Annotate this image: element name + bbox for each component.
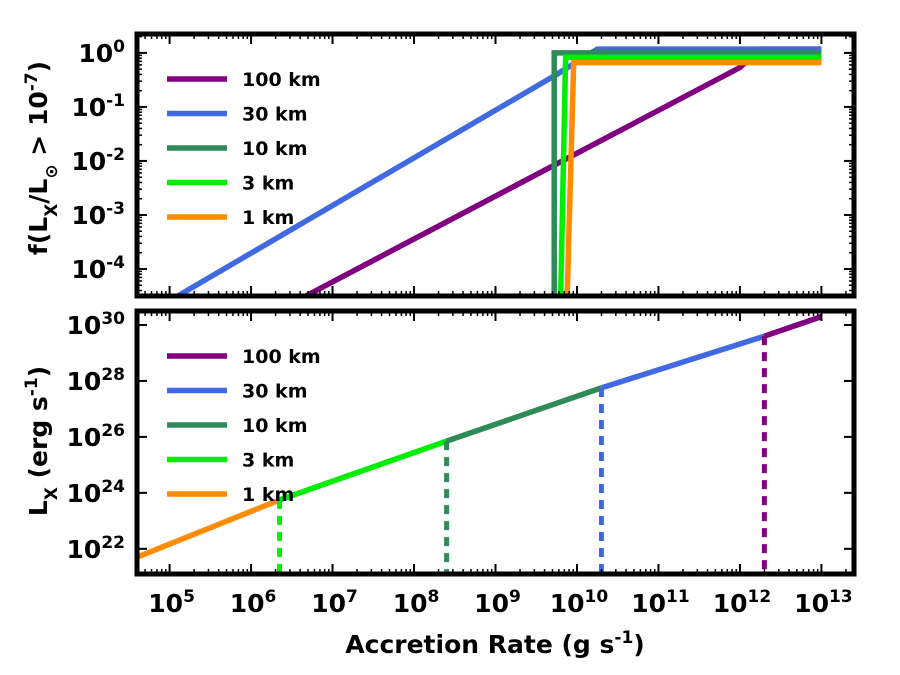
series-line-3-km [557,54,822,296]
series-group [137,313,823,574]
legend-label: 3 km [242,450,294,472]
series-line-3-km [278,438,448,503]
legend-label: 1 km [242,207,294,229]
y-tick-label: 10-1 [71,91,125,122]
y-tick-label: 1030 [67,309,126,340]
x-tick-label: 105 [148,587,195,618]
top-panel: 100 10-1 10-2 10-3 10-4 100 km 30 km 10 km 3 km 1… [71,31,857,299]
x-tick-label: 1010 [550,587,609,618]
series-line-10-km [551,50,822,296]
x-tick-label: 1011 [631,587,689,618]
y-tick-label: 1028 [67,365,125,396]
y-tick-label: 10-4 [71,253,125,284]
series-line-30-km [600,333,766,391]
x-tick-label: 107 [311,587,358,618]
legend-label: 3 km [242,173,294,195]
top-y-axis-label: f(LX/L⊙ > 10-7) [22,61,62,255]
series-line-100-km [763,313,823,339]
legend-label: 100 km [242,346,321,368]
legend-label: 100 km [242,69,321,91]
y-tick-label: 1022 [67,533,125,564]
x-tick-label: 108 [393,587,440,618]
x-tick-label: 106 [230,587,277,618]
y-tick-label: 1026 [67,421,125,452]
x-tick-label: 109 [474,587,521,618]
series-line-1-km [137,497,281,560]
x-tick-label: 1013 [794,587,852,618]
legend-label: 10 km [242,415,308,437]
x-axis-label: Accretion Rate (g s-1) [345,628,644,659]
legend-label: 10 km [242,138,308,160]
legend-label: 30 km [242,381,308,403]
series-line-10-km [445,385,603,444]
legend-label: 1 km [242,484,294,506]
y-tick-label: 10-2 [71,145,125,176]
bottom-y-axis-label: LX (erg s-1) [22,366,62,516]
bottom-panel: 105 106 107 108 109 1010 1011 1012 1013 1030 1028 1… [67,308,857,618]
y-tick-label: 1024 [67,477,126,508]
series-group [176,46,822,296]
x-tick-label: 1012 [713,587,771,618]
series-line-1-km [564,59,822,296]
y-tick-label: 10-3 [71,199,125,230]
legend-label: 30 km [242,104,308,126]
y-tick-label: 100 [78,37,125,68]
